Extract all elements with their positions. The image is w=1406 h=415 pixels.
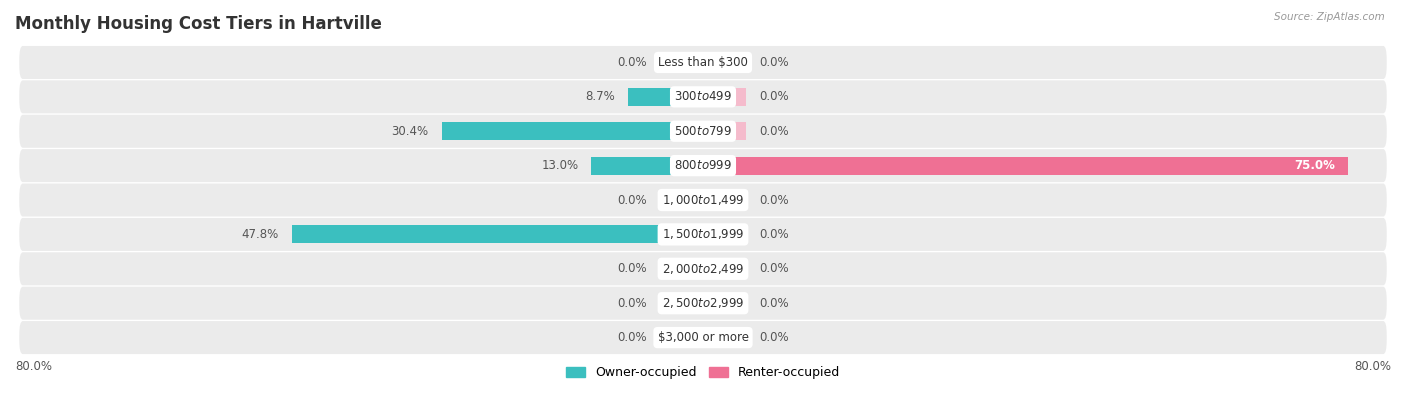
Bar [703,225,747,243]
FancyBboxPatch shape [20,252,1386,285]
Text: Source: ZipAtlas.com: Source: ZipAtlas.com [1274,12,1385,22]
Bar [659,54,703,71]
FancyBboxPatch shape [20,321,1386,354]
Text: $2,000 to $2,499: $2,000 to $2,499 [662,262,744,276]
Bar [703,191,747,209]
Text: 30.4%: 30.4% [391,125,429,138]
Bar [703,294,747,312]
Bar [659,329,703,347]
Text: 0.0%: 0.0% [617,56,647,69]
Text: $2,500 to $2,999: $2,500 to $2,999 [662,296,744,310]
Text: 13.0%: 13.0% [541,159,578,172]
Bar [628,88,703,106]
Legend: Owner-occupied, Renter-occupied: Owner-occupied, Renter-occupied [567,366,839,379]
Bar [703,260,747,278]
Text: 8.7%: 8.7% [585,90,616,103]
Text: Monthly Housing Cost Tiers in Hartville: Monthly Housing Cost Tiers in Hartville [15,15,382,33]
FancyBboxPatch shape [20,218,1386,251]
Text: 0.0%: 0.0% [617,297,647,310]
Bar [591,157,703,175]
Text: 80.0%: 80.0% [15,360,52,373]
Bar [441,122,703,140]
Text: 0.0%: 0.0% [759,331,789,344]
FancyBboxPatch shape [20,81,1386,113]
Bar [703,88,747,106]
Bar [703,122,747,140]
FancyBboxPatch shape [20,287,1386,320]
Text: $1,500 to $1,999: $1,500 to $1,999 [662,227,744,242]
Text: 47.8%: 47.8% [242,228,278,241]
Text: 0.0%: 0.0% [759,193,789,207]
Bar [659,260,703,278]
Bar [659,191,703,209]
Text: 0.0%: 0.0% [617,193,647,207]
FancyBboxPatch shape [20,115,1386,148]
Text: 0.0%: 0.0% [617,331,647,344]
Text: 80.0%: 80.0% [1354,360,1391,373]
Text: 0.0%: 0.0% [617,262,647,275]
Bar [703,329,747,347]
FancyBboxPatch shape [20,46,1386,79]
Text: 0.0%: 0.0% [759,56,789,69]
Bar [703,54,747,71]
FancyBboxPatch shape [20,149,1386,182]
Text: 0.0%: 0.0% [759,90,789,103]
Text: 0.0%: 0.0% [759,228,789,241]
Text: 0.0%: 0.0% [759,262,789,275]
Text: 0.0%: 0.0% [759,297,789,310]
Text: Less than $300: Less than $300 [658,56,748,69]
Text: $300 to $499: $300 to $499 [673,90,733,103]
Bar [292,225,703,243]
Text: $1,000 to $1,499: $1,000 to $1,499 [662,193,744,207]
Bar [703,157,1348,175]
Text: $3,000 or more: $3,000 or more [658,331,748,344]
Bar [659,294,703,312]
Text: $800 to $999: $800 to $999 [673,159,733,172]
Text: $500 to $799: $500 to $799 [673,125,733,138]
FancyBboxPatch shape [20,183,1386,217]
Text: 0.0%: 0.0% [759,125,789,138]
Text: 75.0%: 75.0% [1295,159,1336,172]
